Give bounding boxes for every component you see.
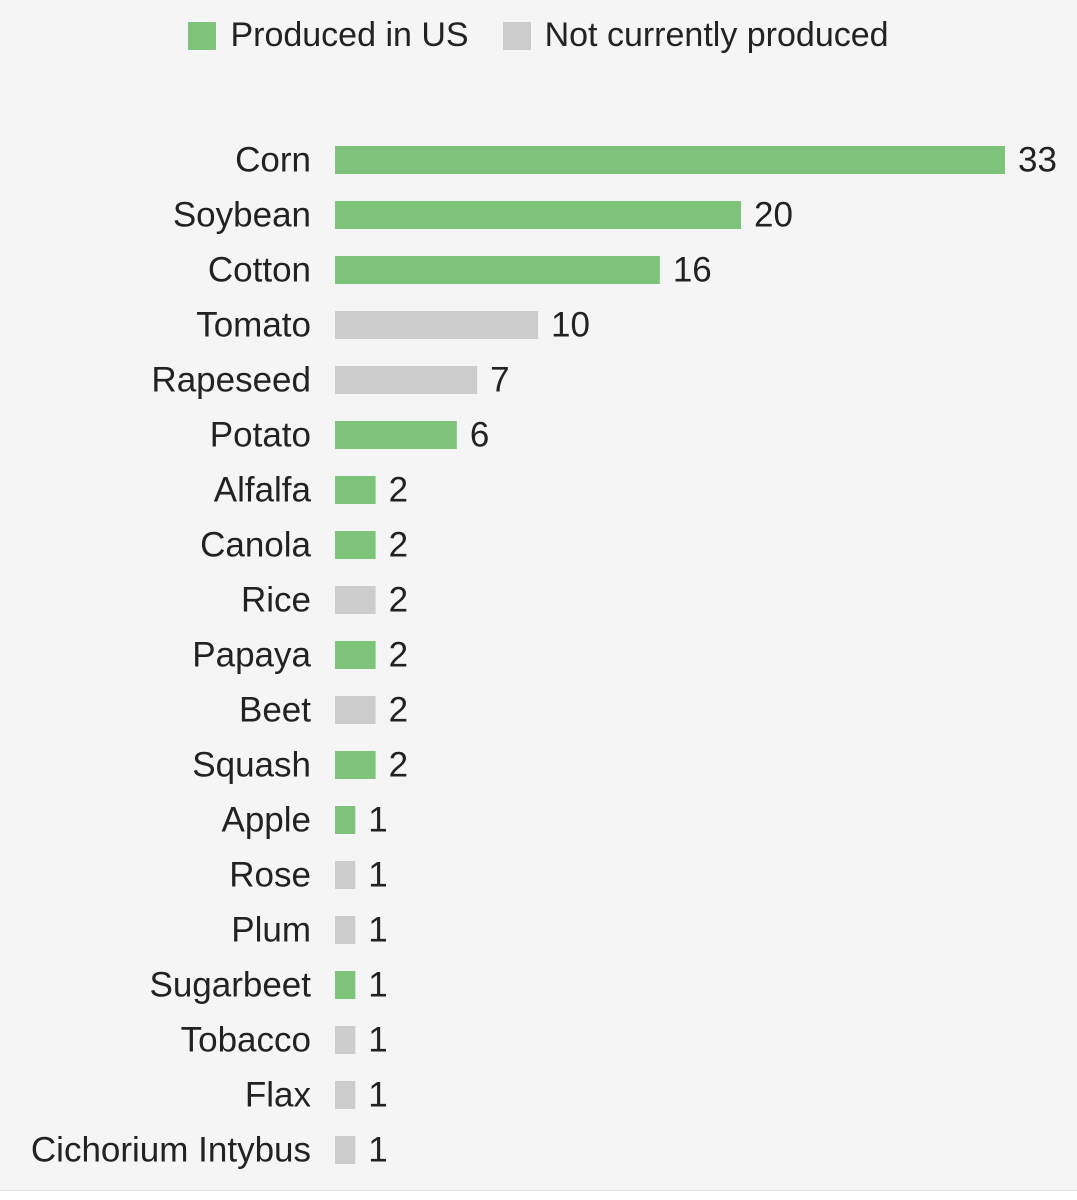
- legend: Produced in US Not currently produced: [0, 16, 1077, 55]
- legend-item-not-produced: Not currently produced: [502, 16, 889, 55]
- category-label: Corn: [235, 141, 311, 180]
- bar-soybean: [335, 201, 742, 229]
- value-label: 20: [754, 196, 793, 235]
- category-label: Cotton: [208, 251, 311, 290]
- value-label: 6: [470, 416, 489, 455]
- category-label: Apple: [221, 801, 311, 840]
- legend-swatch-not-produced: [502, 21, 531, 50]
- category-label: Plum: [231, 911, 311, 950]
- bar-rice: [335, 586, 376, 614]
- value-label: 10: [551, 306, 590, 345]
- category-label: Tobacco: [181, 1021, 311, 1060]
- category-label: Potato: [210, 416, 311, 455]
- bar-sugarbeet: [335, 971, 356, 999]
- value-label: 1: [368, 1131, 387, 1170]
- category-label: Alfalfa: [214, 471, 312, 510]
- bar-rose: [335, 861, 356, 889]
- category-label: Soybean: [173, 196, 311, 235]
- value-label: 1: [368, 856, 387, 895]
- legend-label-not-produced: Not currently produced: [544, 16, 889, 54]
- category-label: Papaya: [192, 636, 311, 675]
- bar-plum: [335, 916, 356, 944]
- category-label: Rice: [241, 581, 311, 620]
- bar-cotton: [335, 256, 660, 284]
- category-label: Tomato: [196, 306, 311, 345]
- bar-corn: [335, 146, 1005, 174]
- value-label: 1: [368, 1076, 387, 1115]
- value-label: 2: [389, 526, 408, 565]
- bar-alfalfa: [335, 476, 376, 504]
- value-label: 2: [389, 746, 408, 785]
- bar-flax: [335, 1081, 356, 1109]
- category-label: Rapeseed: [151, 361, 311, 400]
- value-label: 2: [389, 691, 408, 730]
- bar-beet: [335, 696, 376, 724]
- value-label: 1: [368, 966, 387, 1005]
- bar-tomato: [335, 311, 539, 339]
- category-label: Beet: [239, 691, 311, 730]
- category-label: Flax: [245, 1076, 312, 1115]
- legend-swatch-produced: [188, 21, 217, 50]
- value-label: 2: [389, 471, 408, 510]
- value-label: 2: [389, 581, 408, 620]
- category-label: Rose: [229, 856, 311, 895]
- value-label: 1: [368, 1021, 387, 1060]
- bar-canola: [335, 531, 376, 559]
- category-label: Sugarbeet: [149, 966, 311, 1005]
- bar-apple: [335, 806, 356, 834]
- bar-potato: [335, 421, 457, 449]
- value-label: 1: [368, 801, 387, 840]
- legend-label-produced: Produced in US: [230, 16, 469, 54]
- bar-rapeseed: [335, 366, 478, 394]
- bar-tobacco: [335, 1026, 356, 1054]
- value-label: 16: [673, 251, 712, 290]
- category-label: Canola: [200, 526, 311, 565]
- value-label: 1: [368, 911, 387, 950]
- value-label: 7: [490, 361, 509, 400]
- bar-papaya: [335, 641, 376, 669]
- value-label: 2: [389, 636, 408, 675]
- legend-item-produced: Produced in US: [188, 16, 469, 55]
- category-label: Squash: [192, 746, 311, 785]
- value-label: 33: [1018, 141, 1057, 180]
- bar-cichorium-intybus: [335, 1136, 356, 1164]
- bar-squash: [335, 751, 376, 779]
- category-label: Cichorium Intybus: [31, 1131, 311, 1170]
